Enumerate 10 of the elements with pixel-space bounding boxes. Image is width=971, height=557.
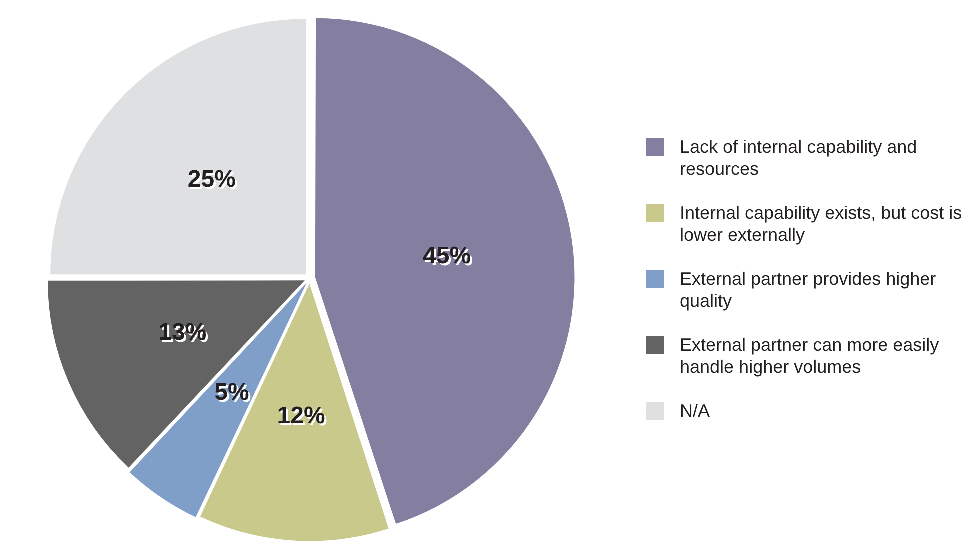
legend-label: External partner can more easily handle higher volumes	[680, 334, 940, 378]
data-label: 12%	[279, 404, 328, 432]
data-label: 45%	[425, 244, 474, 272]
legend-label: External partner provides higher quality	[680, 268, 938, 312]
legend-label: N/A	[680, 400, 710, 422]
data-label: 13%	[160, 321, 209, 348]
legend-label: Internal capability exists, but cost is lower externally	[680, 202, 964, 246]
data-label: 25%	[190, 168, 238, 196]
data-label: 5%	[216, 380, 252, 408]
legend-label: Lack of internal capability and resources	[680, 136, 918, 180]
